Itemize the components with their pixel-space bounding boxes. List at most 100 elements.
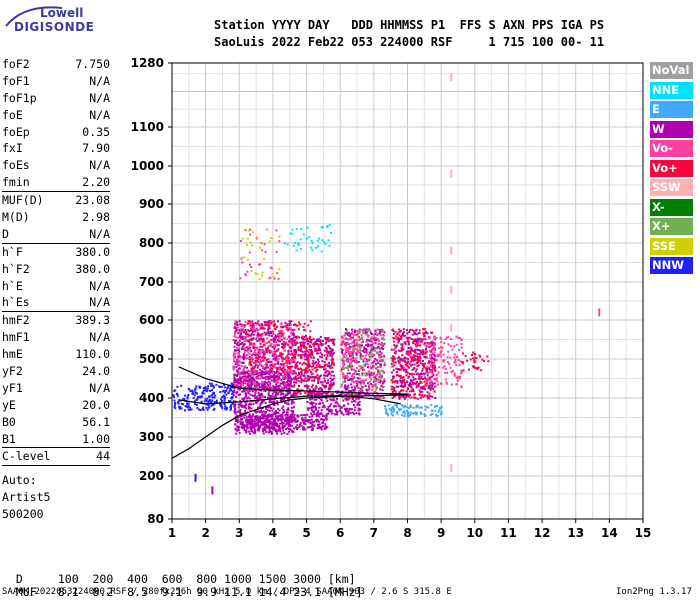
echo-point: [299, 362, 301, 365]
echo-point: [257, 374, 260, 377]
echo-point: [289, 428, 292, 431]
echo-point: [263, 356, 266, 359]
echo-point: [277, 374, 280, 377]
echo-point: [315, 408, 318, 411]
echo-point: [442, 360, 445, 363]
echo-point: [248, 356, 251, 358]
echo-point: [211, 486, 214, 495]
echo-point: [255, 337, 258, 340]
echo-point: [346, 338, 349, 341]
echo-point: [247, 396, 250, 399]
echo-point: [259, 415, 262, 418]
echo-point: [293, 413, 296, 416]
echo-point: [317, 378, 320, 380]
echo-point: [204, 387, 207, 390]
echo-point: [419, 373, 422, 375]
echo-point: [311, 354, 314, 357]
echo-point: [272, 358, 275, 361]
echo-point: [466, 359, 469, 362]
echo-point: [233, 360, 236, 363]
echo-point: [261, 274, 263, 277]
echo-point: [397, 341, 400, 344]
echo-point: [312, 406, 315, 409]
echo-point: [240, 257, 243, 260]
echo-point: [322, 339, 324, 342]
echo-point: [259, 404, 262, 407]
echo-point: [354, 331, 356, 333]
echo-point: [339, 407, 342, 410]
echo-point: [361, 391, 364, 394]
echo-point: [255, 353, 258, 356]
echo-point: [398, 398, 401, 400]
echo-point: [315, 406, 318, 409]
echo-point: [423, 328, 425, 331]
echo-point: [347, 413, 350, 416]
echo-point: [248, 320, 251, 323]
echo-point: [342, 364, 345, 367]
echo-point: [253, 354, 256, 357]
param-label: B0: [2, 414, 16, 429]
echo-point: [342, 392, 345, 395]
echo-point: [433, 348, 436, 351]
echo-point: [343, 404, 346, 407]
echo-point: [238, 373, 241, 376]
echo-point: [403, 405, 406, 408]
echo-point: [184, 405, 187, 408]
echo-point: [322, 421, 325, 424]
echo-point: [311, 242, 314, 245]
echo-point: [408, 390, 411, 393]
echo-point: [294, 349, 297, 352]
echo-point: [328, 364, 330, 367]
echo-point: [403, 406, 406, 409]
echo-point: [451, 383, 453, 386]
echo-point: [341, 390, 344, 393]
y-tick-label: 800: [139, 236, 164, 250]
echo-point: [414, 378, 417, 381]
echo-point: [385, 411, 388, 413]
echo-point: [229, 408, 232, 410]
echo-point: [280, 368, 283, 370]
echo-point: [263, 385, 266, 388]
echo-point: [407, 337, 410, 340]
x-tick-label: 7: [370, 526, 378, 540]
echo-point: [293, 341, 296, 344]
param-separator: [2, 191, 110, 193]
echo-point: [277, 357, 279, 360]
echo-point: [382, 360, 385, 363]
echo-point: [270, 330, 272, 333]
echo-point: [256, 336, 259, 339]
echo-point: [394, 390, 397, 393]
param-row: hmF2 389.3: [2, 312, 110, 329]
echo-point: [250, 350, 252, 353]
echo-point: [331, 370, 334, 373]
echo-point: [298, 336, 300, 339]
y-tick-label: 1280: [131, 56, 164, 70]
echo-point: [329, 377, 332, 380]
echo-point: [368, 376, 371, 379]
echo-point: [302, 428, 305, 431]
echo-point: [329, 364, 332, 367]
echo-point: [419, 362, 422, 365]
echo-point: [412, 376, 415, 379]
echo-point: [460, 346, 463, 349]
echo-point: [406, 371, 409, 374]
echo-point: [313, 413, 316, 416]
echo-point: [232, 354, 235, 357]
echo-point: [364, 348, 367, 351]
echo-point: [251, 376, 254, 379]
echo-point: [276, 380, 279, 383]
echo-point: [294, 343, 297, 346]
y-tick-label: 700: [139, 275, 164, 289]
echo-point: [301, 338, 304, 341]
echo-point: [344, 388, 347, 391]
echo-point: [297, 354, 300, 357]
echo-point: [267, 324, 270, 326]
echo-point: [327, 340, 330, 343]
echo-point: [275, 382, 278, 384]
echo-point: [304, 376, 307, 379]
echo-point: [263, 321, 266, 323]
echo-point: [254, 352, 257, 355]
echo-point: [327, 337, 330, 340]
echo-point: [358, 344, 361, 347]
echo-point: [288, 370, 291, 373]
